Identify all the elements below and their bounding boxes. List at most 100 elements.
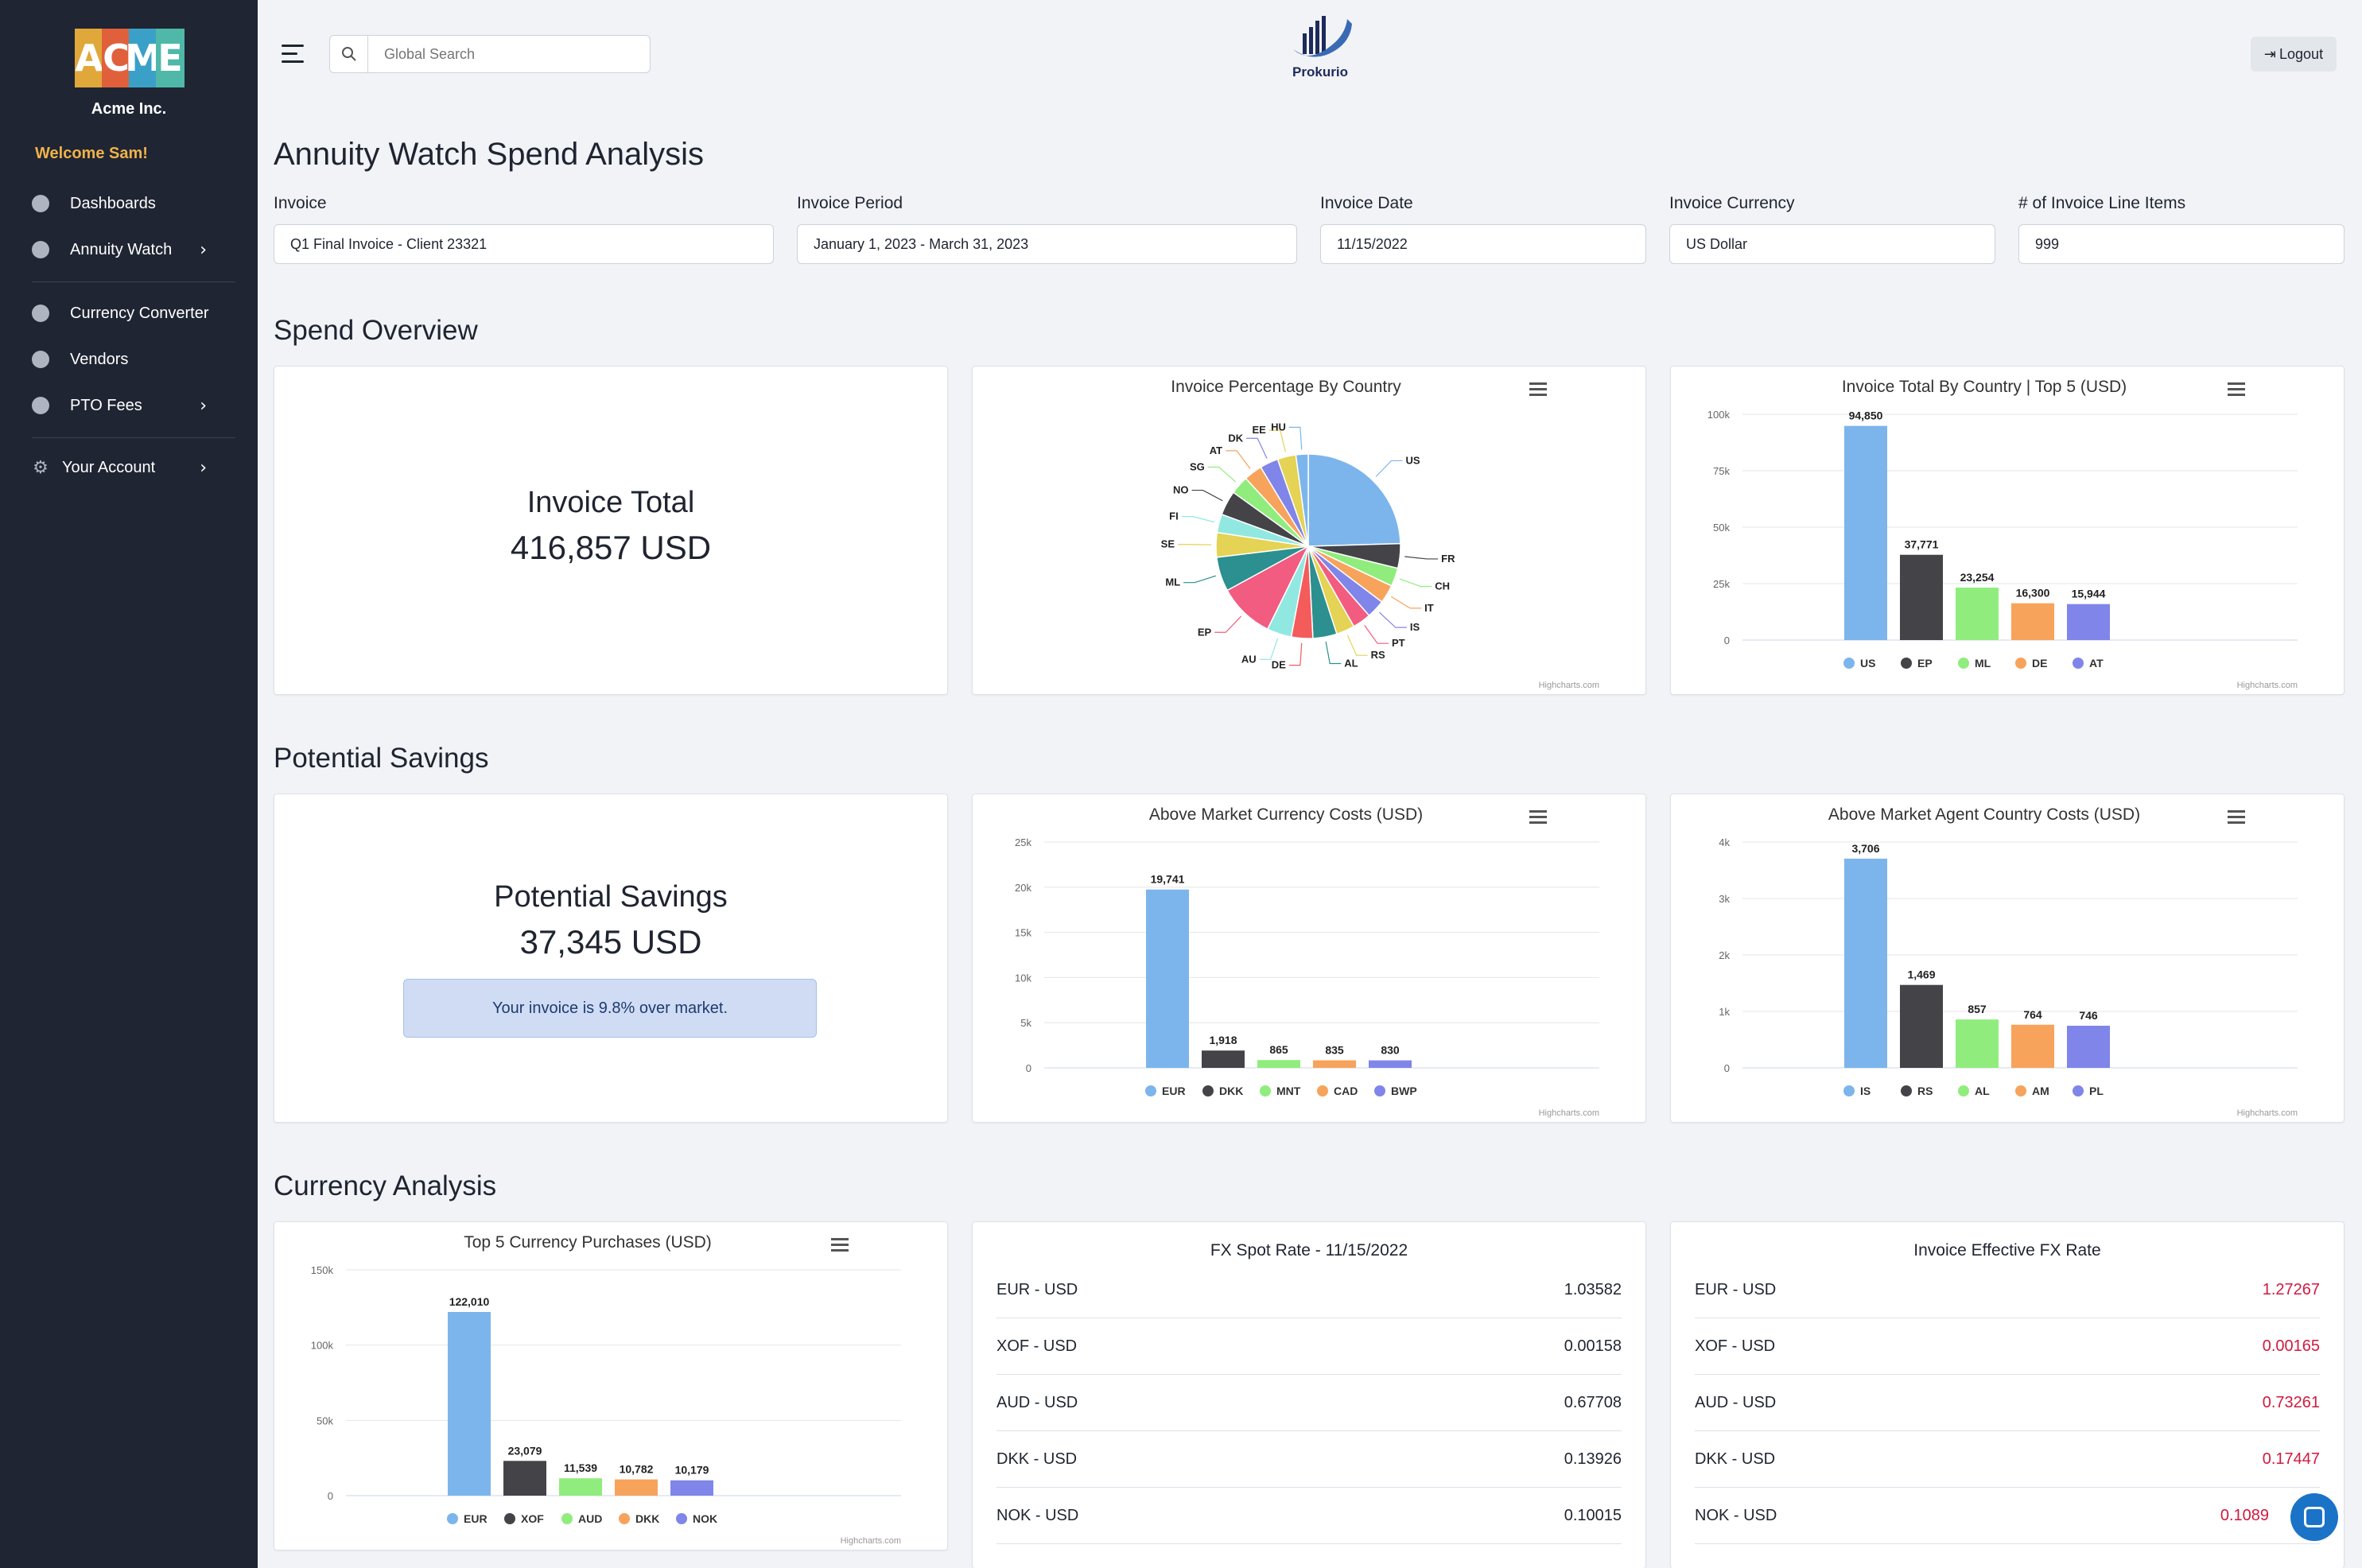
legend-item[interactable]: DE bbox=[2032, 657, 2047, 670]
y-tick-label: 10k bbox=[1015, 972, 1031, 984]
fx-rate: 1.03582 bbox=[1564, 1280, 1622, 1298]
prokurio-logo[interactable]: Prokurio bbox=[1280, 10, 1360, 80]
legend-marker[interactable] bbox=[1843, 658, 1855, 669]
chart-menu-button[interactable] bbox=[2228, 382, 2245, 397]
legend-item[interactable]: XOF bbox=[521, 1512, 544, 1525]
bar[interactable] bbox=[1844, 858, 1887, 1068]
legend-marker[interactable] bbox=[2015, 658, 2026, 669]
sidebar-item-label: Annuity Watch bbox=[70, 240, 173, 258]
sidebar-item-pto-fees[interactable]: PTO Fees › bbox=[32, 390, 223, 421]
sidebar-item-your-account[interactable]: ⚙ Your Account › bbox=[32, 452, 223, 483]
legend-item[interactable]: MNT bbox=[1276, 1085, 1301, 1097]
legend-item[interactable]: AL bbox=[1975, 1085, 1990, 1097]
invoice-currency-field[interactable]: US Dollar bbox=[1669, 224, 1995, 264]
chart-credits[interactable]: Highcharts.com bbox=[841, 1536, 901, 1546]
line-items-field[interactable]: 999 bbox=[2018, 224, 2345, 264]
legend-item[interactable]: AT bbox=[2089, 657, 2104, 670]
pie-slice[interactable] bbox=[1295, 453, 1309, 547]
bar[interactable] bbox=[1313, 1060, 1356, 1068]
legend-item[interactable]: EUR bbox=[1162, 1085, 1186, 1097]
filter-invoice-date: Invoice Date 11/15/2022 bbox=[1320, 194, 1646, 264]
legend-item[interactable]: EUR bbox=[464, 1512, 488, 1525]
chart-menu-button[interactable] bbox=[1529, 382, 1547, 397]
legend-marker[interactable] bbox=[1901, 1085, 1912, 1096]
legend-marker[interactable] bbox=[676, 1513, 687, 1524]
legend-item[interactable]: CAD bbox=[1334, 1085, 1358, 1097]
sidebar-item-annuity-watch[interactable]: Annuity Watch › bbox=[32, 234, 223, 266]
bar[interactable] bbox=[2067, 604, 2110, 640]
bar[interactable] bbox=[1369, 1060, 1412, 1068]
sidebar-item-currency-converter[interactable]: Currency Converter bbox=[32, 297, 223, 329]
legend-item[interactable]: RS bbox=[1917, 1085, 1933, 1097]
bar[interactable] bbox=[2011, 603, 2054, 640]
bar[interactable] bbox=[1956, 1019, 1999, 1068]
legend-item[interactable]: ML bbox=[1975, 657, 1991, 670]
legend-marker[interactable] bbox=[2073, 658, 2084, 669]
search-input[interactable] bbox=[368, 45, 639, 63]
bar[interactable] bbox=[1900, 554, 1943, 640]
legend-item[interactable]: DKK bbox=[1219, 1085, 1243, 1097]
chart-menu-button[interactable] bbox=[1529, 810, 1547, 825]
menu-toggle-button[interactable] bbox=[282, 45, 305, 64]
chat-support-button[interactable] bbox=[2290, 1493, 2338, 1541]
bar-chart: Above Market Currency Costs (USD) 0 5k 10k 1… bbox=[1015, 805, 1599, 1118]
legend-marker[interactable] bbox=[1958, 1085, 1969, 1096]
legend-marker[interactable] bbox=[447, 1513, 458, 1524]
bar[interactable] bbox=[1844, 425, 1887, 640]
legend-item[interactable]: DKK bbox=[635, 1512, 659, 1525]
legend-marker[interactable] bbox=[1958, 658, 1969, 669]
legend-item[interactable]: AUD bbox=[578, 1512, 602, 1525]
legend-marker[interactable] bbox=[2073, 1085, 2084, 1096]
pie-label: SG bbox=[1190, 460, 1205, 472]
pie-slice[interactable] bbox=[1307, 453, 1401, 547]
bar[interactable] bbox=[448, 1311, 491, 1496]
legend-marker[interactable] bbox=[1317, 1085, 1328, 1096]
legend-marker[interactable] bbox=[1374, 1085, 1385, 1096]
chart-credits[interactable]: Highcharts.com bbox=[2237, 681, 2298, 690]
legend-marker[interactable] bbox=[2015, 1085, 2026, 1096]
sidebar-item-dashboards[interactable]: Dashboards bbox=[32, 188, 223, 219]
divider bbox=[32, 437, 235, 438]
legend-marker[interactable] bbox=[1202, 1085, 1214, 1096]
filter-label: Invoice Date bbox=[1320, 194, 1413, 212]
chart-credits[interactable]: Highcharts.com bbox=[2237, 1108, 2298, 1118]
acme-logo[interactable]: A C M E bbox=[75, 29, 185, 87]
legend-item[interactable]: AM bbox=[2032, 1085, 2049, 1097]
bar[interactable] bbox=[1257, 1060, 1300, 1068]
filter-line-items: # of Invoice Line Items 999 bbox=[2018, 194, 2345, 264]
chart-credits[interactable]: Highcharts.com bbox=[1539, 1108, 1599, 1118]
bar[interactable] bbox=[1900, 984, 1943, 1068]
logout-button[interactable]: ⇥ Logout bbox=[2251, 37, 2337, 72]
legend-marker[interactable] bbox=[561, 1513, 573, 1524]
legend-marker[interactable] bbox=[504, 1513, 515, 1524]
invoice-date-field[interactable]: 11/15/2022 bbox=[1320, 224, 1646, 264]
logout-label: Logout bbox=[2279, 45, 2324, 62]
bar[interactable] bbox=[1202, 1050, 1245, 1068]
sidebar-item-vendors[interactable]: Vendors bbox=[32, 343, 223, 375]
bar[interactable] bbox=[2067, 1026, 2110, 1068]
legend-item[interactable]: BWP bbox=[1391, 1085, 1417, 1097]
chart-menu-button[interactable] bbox=[2228, 810, 2245, 825]
bar[interactable] bbox=[1146, 889, 1189, 1068]
invoice-select[interactable]: Q1 Final Invoice - Client 23321 bbox=[274, 224, 774, 264]
bar[interactable] bbox=[2011, 1024, 2054, 1068]
legend-item[interactable]: EP bbox=[1917, 657, 1933, 670]
legend-marker[interactable] bbox=[1901, 658, 1912, 669]
global-search[interactable] bbox=[329, 35, 651, 73]
invoice-period-field[interactable]: January 1, 2023 - March 31, 2023 bbox=[797, 224, 1297, 264]
legend-item[interactable]: NOK bbox=[693, 1512, 717, 1525]
legend-marker[interactable] bbox=[619, 1513, 630, 1524]
bar[interactable] bbox=[1956, 587, 1999, 640]
bar[interactable] bbox=[503, 1461, 546, 1496]
legend-marker[interactable] bbox=[1260, 1085, 1271, 1096]
legend-item[interactable]: US bbox=[1860, 657, 1875, 670]
legend-item[interactable]: IS bbox=[1860, 1085, 1871, 1097]
chart-menu-button[interactable] bbox=[831, 1238, 849, 1252]
legend-marker[interactable] bbox=[1145, 1085, 1156, 1096]
bar[interactable] bbox=[559, 1478, 602, 1496]
bar[interactable] bbox=[615, 1479, 658, 1496]
chart-credits[interactable]: Highcharts.com bbox=[1539, 681, 1599, 690]
bar[interactable] bbox=[670, 1480, 713, 1496]
legend-item[interactable]: PL bbox=[2089, 1085, 2104, 1097]
legend-marker[interactable] bbox=[1843, 1085, 1855, 1096]
